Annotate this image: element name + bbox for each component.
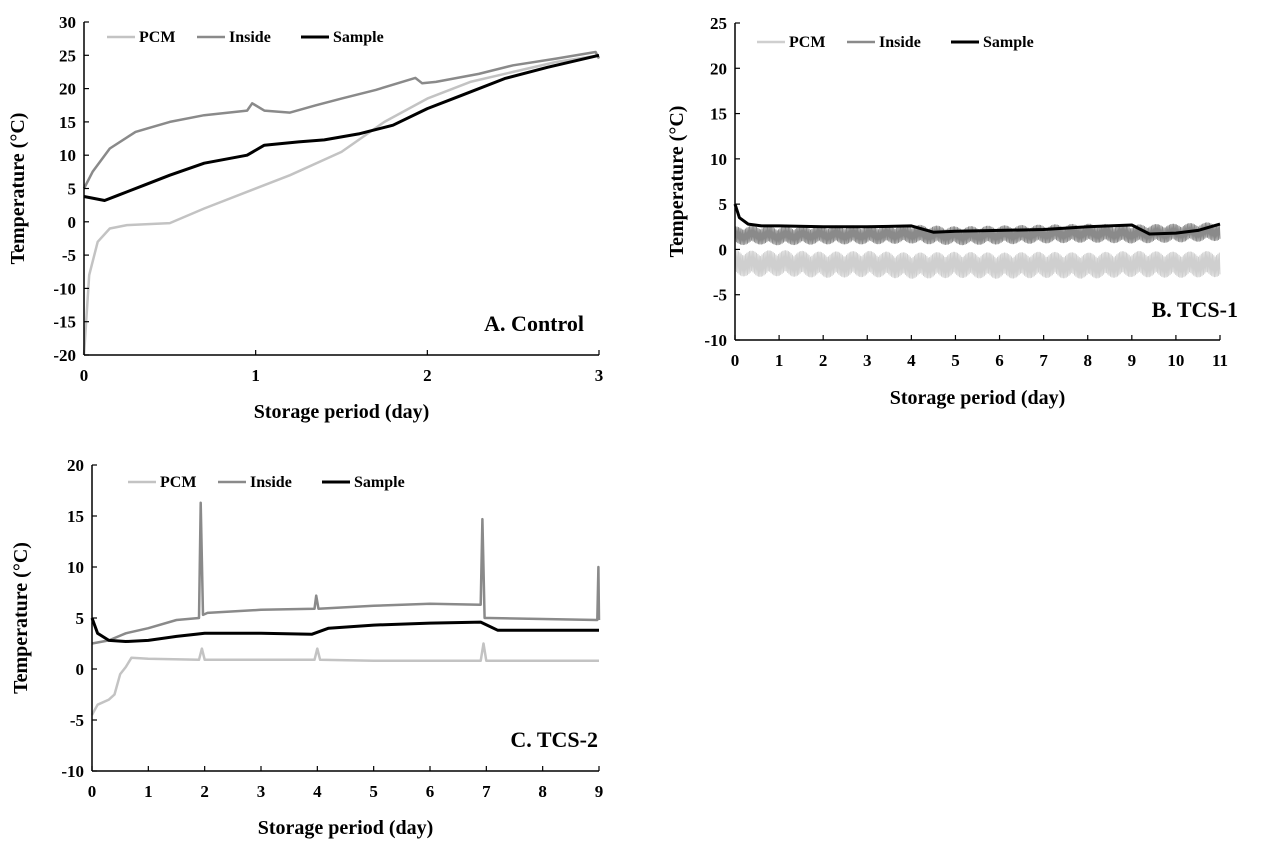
legend-label-pcm: PCM [789, 34, 825, 51]
panel-label: C. TCS-2 [510, 727, 598, 752]
x-tick-label: 6 [426, 782, 435, 801]
panel-label: B. TCS-1 [1152, 297, 1238, 322]
y-tick-label: -20 [53, 346, 76, 365]
legend-label-inside: Inside [879, 34, 921, 51]
y-tick-label: 25 [710, 14, 727, 33]
chart-panel-b: -10 -5 0 5 10 15 20 25 0 1 2 3 4 5 6 7 8 9 10 11 Storage per… [666, 14, 1238, 409]
y-tick-label: -5 [70, 711, 84, 730]
y-tick-label: 5 [719, 195, 728, 214]
x-tick-label: 2 [200, 782, 209, 801]
x-tick-label: 4 [907, 351, 916, 370]
y-tick-label: 5 [68, 180, 77, 199]
y-tick-label: -10 [704, 331, 727, 350]
legend-label-sample: Sample [354, 474, 405, 491]
x-tick-label: 11 [1212, 351, 1228, 370]
legend-label-pcm: PCM [160, 474, 196, 491]
y-tick-label: 15 [710, 105, 727, 124]
y-tick-label: -10 [53, 279, 76, 298]
x-tick-label: 2 [423, 366, 432, 385]
x-axis-title: Storage period (day) [890, 387, 1066, 409]
x-tick-label: 5 [369, 782, 378, 801]
legend-label-sample: Sample [333, 29, 384, 46]
x-tick-label: 3 [595, 366, 604, 385]
series-line-pcm [82, 54, 600, 356]
x-tick-label: 6 [995, 351, 1004, 370]
legend-label-inside: Inside [229, 29, 271, 46]
y-tick-label: 30 [59, 13, 76, 32]
y-tick-label: 0 [76, 660, 85, 679]
y-tick-label: 0 [719, 240, 728, 259]
y-tick-label: 20 [59, 80, 76, 99]
y-tick-label: 10 [710, 150, 727, 169]
legend-label-pcm: PCM [139, 29, 175, 46]
y-axis-title: Temperature (°C) [7, 113, 29, 265]
x-tick-label: 1 [775, 351, 784, 370]
y-tick-label: 15 [67, 507, 84, 526]
x-tick-label: 4 [313, 782, 322, 801]
series-line-sample [90, 617, 599, 643]
y-tick-label: 20 [67, 456, 84, 475]
y-tick-label: 15 [59, 113, 76, 132]
y-tick-label: -15 [53, 313, 76, 332]
series-line-pcm [734, 249, 1221, 279]
x-tick-label: 10 [1167, 351, 1184, 370]
x-tick-label: 0 [88, 782, 97, 801]
series-line-pcm [90, 642, 599, 716]
y-tick-label: 5 [76, 609, 85, 628]
chart-panel-a: -20 -15 -10 -5 0 5 10 15 20 25 30 0 1 2 3 Storage perio… [7, 13, 603, 423]
y-tick-label: 20 [710, 59, 727, 78]
series-line-sample [733, 203, 1221, 236]
legend-label-inside: Inside [250, 474, 292, 491]
chart-panel-c: -10 -5 0 5 10 15 20 0 1 2 3 4 5 6 7 8 9 Storage period (d… [10, 456, 603, 839]
y-tick-label: 10 [59, 146, 76, 165]
x-tick-label: 0 [731, 351, 740, 370]
x-axis-title: Storage period (day) [254, 401, 430, 423]
y-tick-label: 25 [59, 46, 76, 65]
x-tick-label: 0 [80, 366, 89, 385]
x-tick-label: 7 [482, 782, 491, 801]
x-tick-label: 3 [863, 351, 872, 370]
y-tick-label: -5 [62, 246, 76, 265]
x-tick-label: 1 [144, 782, 153, 801]
series-line-inside [91, 501, 601, 645]
y-tick-label: -5 [713, 286, 727, 305]
legend-label-sample: Sample [983, 34, 1034, 51]
x-tick-label: 8 [538, 782, 547, 801]
y-axis-title: Temperature (°C) [10, 542, 32, 694]
x-tick-label: 2 [819, 351, 828, 370]
x-tick-label: 9 [1128, 351, 1137, 370]
x-tick-label: 8 [1083, 351, 1092, 370]
x-tick-label: 9 [595, 782, 604, 801]
x-axis-title: Storage period (day) [258, 817, 434, 839]
x-tick-label: 7 [1039, 351, 1048, 370]
series-line-inside [82, 50, 601, 190]
y-tick-label: 10 [67, 558, 84, 577]
y-axis-title: Temperature (°C) [666, 106, 688, 258]
panel-label: A. Control [484, 311, 584, 336]
x-tick-label: 1 [251, 366, 260, 385]
series-line-sample [83, 53, 600, 202]
y-tick-label: 0 [68, 213, 77, 232]
y-tick-label: -10 [61, 762, 84, 781]
x-tick-label: 5 [951, 351, 960, 370]
x-tick-label: 3 [257, 782, 266, 801]
